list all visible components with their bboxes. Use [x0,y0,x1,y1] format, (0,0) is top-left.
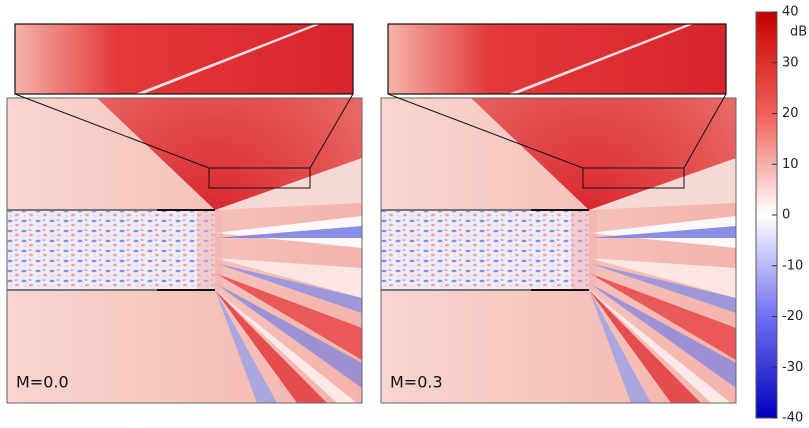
panel-label: M=0.0 [16,373,69,392]
tick-label: -30 [782,360,803,375]
tick-label: 10 [782,157,799,172]
panel-left: M=0.0 [7,24,362,403]
zoom-inset [388,24,726,94]
field-plot [7,98,362,403]
tick-label: 40 [782,5,799,20]
colorbar: dB 40 30 20 10 0 -10 -20 -30 -40 [756,5,807,426]
colorbar-unit: dB [790,25,807,40]
tick-label: -40 [782,411,803,426]
tick-label: 20 [782,106,799,121]
zoom-inset [15,24,353,94]
tick-label: 0 [782,208,790,223]
tick-label: 30 [782,55,799,70]
figure: M=0.0 M=0.3 dB 40 30 20 10 0 -10 -20 -30 -40 [0,0,809,428]
tick-label: -20 [782,309,803,324]
field-plot [381,98,736,403]
tick-label: -10 [782,258,803,273]
panel-right: M=0.3 [381,24,736,403]
panel-label: M=0.3 [390,373,443,392]
